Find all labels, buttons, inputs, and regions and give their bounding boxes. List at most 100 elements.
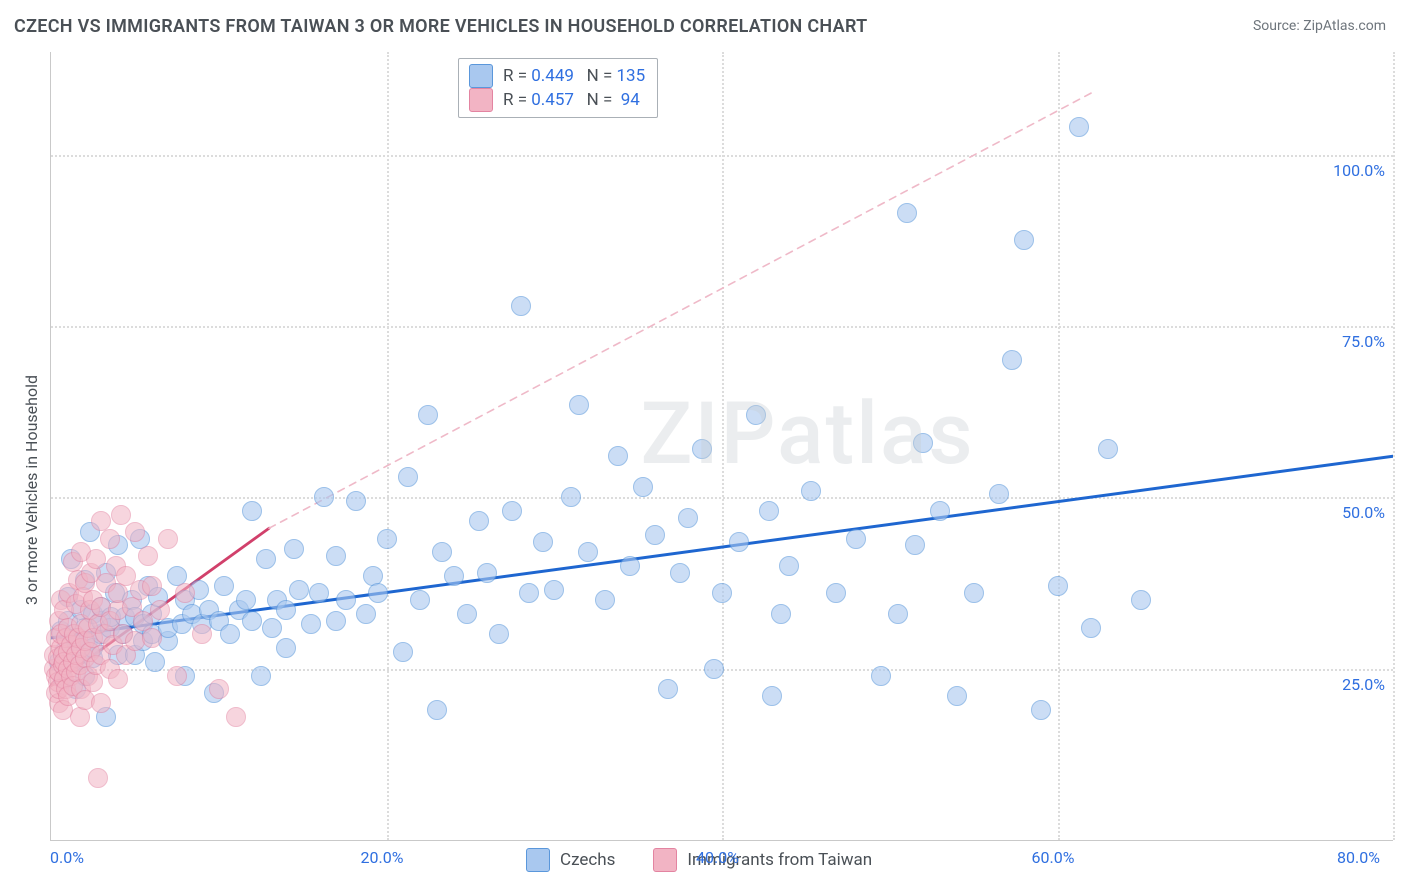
data-point-taiwan xyxy=(142,576,162,596)
trend-lines-layer xyxy=(51,52,1393,840)
correlation-legend: R = 0.449 N = 135R = 0.457 N = 94 xyxy=(458,58,658,118)
data-point-czechs xyxy=(729,532,749,552)
data-point-czechs xyxy=(544,580,564,600)
data-point-czechs xyxy=(236,590,256,610)
data-point-czechs xyxy=(511,296,531,316)
data-point-czechs xyxy=(801,481,821,501)
legend-swatch xyxy=(653,848,677,872)
data-point-czechs xyxy=(964,583,984,603)
correlation-text: R = 0.449 N = 135 xyxy=(503,65,645,87)
data-point-czechs xyxy=(633,477,653,497)
data-point-taiwan xyxy=(125,522,145,542)
data-point-czechs xyxy=(457,604,477,624)
data-point-czechs xyxy=(289,580,309,600)
x-tick-label: 20.0% xyxy=(361,848,404,867)
data-point-czechs xyxy=(746,405,766,425)
data-point-czechs xyxy=(346,491,366,511)
data-point-czechs xyxy=(930,501,950,521)
data-point-czechs xyxy=(1014,230,1034,250)
data-point-czechs xyxy=(145,652,165,672)
data-point-czechs xyxy=(658,679,678,699)
data-point-czechs xyxy=(1048,576,1068,596)
data-point-czechs xyxy=(578,542,598,562)
legend-label: Czechs xyxy=(560,850,615,870)
data-point-czechs xyxy=(1081,618,1101,638)
data-point-czechs xyxy=(242,501,262,521)
data-point-czechs xyxy=(519,583,539,603)
data-point-czechs xyxy=(712,583,732,603)
data-point-czechs xyxy=(326,611,346,631)
data-point-czechs xyxy=(1002,350,1022,370)
data-point-taiwan xyxy=(88,768,108,788)
data-point-taiwan xyxy=(108,669,128,689)
correlation-text: R = 0.457 N = 94 xyxy=(503,89,640,111)
data-point-czechs xyxy=(1131,590,1151,610)
data-point-czechs xyxy=(871,666,891,686)
data-point-czechs xyxy=(220,624,240,644)
data-point-czechs xyxy=(427,700,447,720)
legend-swatch xyxy=(469,64,493,88)
data-point-czechs xyxy=(678,508,698,528)
data-point-czechs xyxy=(502,501,522,521)
data-point-czechs xyxy=(762,686,782,706)
data-point-czechs xyxy=(256,549,276,569)
data-point-taiwan xyxy=(175,583,195,603)
x-tick-label: 0.0% xyxy=(50,848,84,867)
data-point-czechs xyxy=(276,600,296,620)
data-point-czechs xyxy=(393,642,413,662)
data-point-czechs xyxy=(561,487,581,507)
data-point-czechs xyxy=(368,583,388,603)
source-link[interactable]: ZipAtlas.com xyxy=(1303,18,1386,34)
grid-line-v xyxy=(1393,52,1395,840)
data-point-czechs xyxy=(692,439,712,459)
data-point-czechs xyxy=(432,542,452,562)
data-point-czechs xyxy=(645,525,665,545)
data-point-taiwan xyxy=(192,624,212,644)
data-point-czechs xyxy=(989,484,1009,504)
data-point-taiwan xyxy=(150,600,170,620)
data-point-czechs xyxy=(771,604,791,624)
y-axis-label: 3 or more Vehicles in Household xyxy=(22,375,41,605)
data-point-czechs xyxy=(779,556,799,576)
data-point-taiwan xyxy=(86,549,106,569)
data-point-czechs xyxy=(326,546,346,566)
legend-swatch xyxy=(469,88,493,112)
data-point-czechs xyxy=(759,501,779,521)
data-point-taiwan xyxy=(158,529,178,549)
data-point-taiwan xyxy=(142,628,162,648)
data-point-taiwan xyxy=(100,529,120,549)
data-point-taiwan xyxy=(83,672,103,692)
data-point-taiwan xyxy=(209,679,229,699)
data-point-czechs xyxy=(826,583,846,603)
data-point-czechs xyxy=(284,539,304,559)
data-point-czechs xyxy=(595,590,615,610)
data-point-taiwan xyxy=(91,693,111,713)
data-point-czechs xyxy=(276,638,296,658)
data-point-taiwan xyxy=(70,707,90,727)
data-point-czechs xyxy=(608,446,628,466)
data-point-czechs xyxy=(444,566,464,586)
data-point-czechs xyxy=(469,511,489,531)
data-point-czechs xyxy=(489,624,509,644)
x-tick-label: 80.0% xyxy=(1337,848,1380,867)
data-point-czechs xyxy=(314,487,334,507)
data-point-czechs xyxy=(336,590,356,610)
data-point-czechs xyxy=(242,611,262,631)
data-point-taiwan xyxy=(138,546,158,566)
data-point-czechs xyxy=(377,529,397,549)
chart-title: CZECH VS IMMIGRANTS FROM TAIWAN 3 OR MOR… xyxy=(14,16,867,37)
x-tick-label: 40.0% xyxy=(696,848,739,867)
data-point-czechs xyxy=(897,203,917,223)
data-point-czechs xyxy=(262,618,282,638)
data-point-taiwan xyxy=(167,666,187,686)
data-point-taiwan xyxy=(226,707,246,727)
data-point-taiwan xyxy=(111,505,131,525)
data-point-czechs xyxy=(913,433,933,453)
source-label: Source: xyxy=(1253,18,1303,34)
data-point-czechs xyxy=(533,532,553,552)
correlation-legend-row: R = 0.457 N = 94 xyxy=(469,88,645,112)
scatter-plot: 25.0%50.0%75.0%100.0% xyxy=(50,52,1393,841)
data-point-czechs xyxy=(1031,700,1051,720)
data-point-czechs xyxy=(410,590,430,610)
data-point-czechs xyxy=(704,659,724,679)
